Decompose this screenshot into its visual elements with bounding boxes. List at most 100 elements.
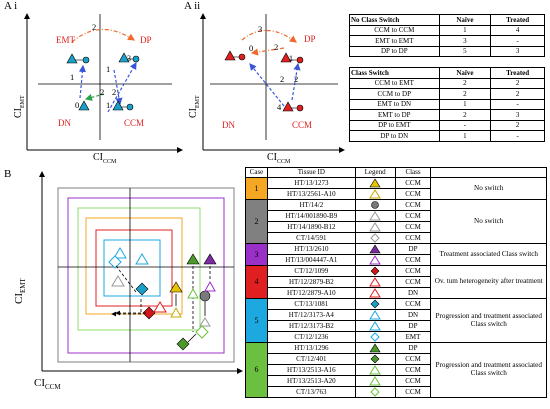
case-description: Progression and treatment associated Cla… <box>430 298 547 343</box>
case-description: Treatment associated Class switch <box>430 243 547 266</box>
class-value: DP <box>394 320 432 332</box>
legend-symbol-triangle-icon <box>354 177 396 189</box>
tissue-id: HT/13/2513-A20 <box>266 375 356 387</box>
diagram-ai: EMT DP DN CCM 2 3 1 1 0 2 2 1 <box>24 13 183 153</box>
class-value: CCM <box>394 276 432 288</box>
legend-symbol-triangle-icon <box>354 276 396 288</box>
case-description: Ov. tum heterogeneity after treatment <box>430 265 547 299</box>
aii-point-emt-circle <box>238 53 246 61</box>
tissue-id: HT/14/2 <box>266 199 356 211</box>
tissue-id: CT/14/591 <box>266 232 356 244</box>
case-description: Progression and treatment associated Cla… <box>430 342 547 398</box>
table-row: DP to DP 5 3 <box>349 45 545 57</box>
b-point-purple-open-triangle <box>204 280 216 292</box>
tissue-id: CT/12/1236 <box>266 331 356 343</box>
legend-symbol-circle-icon <box>354 199 396 211</box>
table-row: EMT to DP 2 3 <box>349 109 545 121</box>
class-value: CCM <box>394 210 432 222</box>
b-point-orange-open-triangle <box>170 306 182 318</box>
b-point-blue-open-diamond <box>108 255 122 269</box>
tissue-id: CT/13/1081 <box>266 298 356 310</box>
legend-triangle <box>369 310 382 320</box>
case-table-row: 1 HT/13/1273 CCM No switch <box>245 177 547 200</box>
b-point-orange-triangle <box>169 281 183 293</box>
header-cell-blank <box>430 167 547 178</box>
b-point-purple-triangle <box>203 253 217 265</box>
table-row: CCM to EMT 2 2 <box>349 77 545 89</box>
b-point-grey-open-triangle <box>111 275 125 287</box>
table-row: CCM to CCM 1 4 <box>349 24 545 36</box>
aii-num: 2 <box>280 74 284 84</box>
tissue-id: HT/12/2879-B2 <box>266 276 356 288</box>
header-cell: Legend <box>354 167 396 178</box>
ai-point-dp-circle <box>132 55 140 63</box>
legend-circle <box>371 201 379 209</box>
tissue-id: HT/13/2513-A16 <box>266 364 356 376</box>
legend-diamond <box>370 266 380 276</box>
tissue-id: CT/12/401 <box>266 353 356 365</box>
legend-symbol-diamond-icon <box>354 265 396 277</box>
header-cell: Case <box>245 167 268 178</box>
class-value: CCM <box>394 177 432 189</box>
table-no-switch: No Class Switch Naïve Treated CCM to CCM… <box>349 14 545 57</box>
legend-triangle <box>369 288 382 298</box>
b-point-teal-diamond <box>135 282 149 296</box>
aii-num: 2 <box>294 74 298 84</box>
legend-triangle <box>369 343 381 353</box>
legend-triangle <box>369 255 382 265</box>
case-table-row: CT/14/591 CCM <box>246 232 547 244</box>
aii-arrow-ccm-dp <box>291 62 301 101</box>
case-table-row: 5 CT/13/1081 CCM Progression and treatment … <box>245 298 547 343</box>
table-header-row: Class Switch Naïve Treated <box>349 67 545 79</box>
legend-symbol-triangle-icon <box>354 309 396 321</box>
panel-label-b: B <box>4 168 12 180</box>
aii-point-ccm-circle <box>296 104 304 112</box>
ai-num: 2 <box>100 87 104 97</box>
class-value: CCM <box>394 265 432 277</box>
ai-num: 3 <box>127 54 131 63</box>
table-class-switch: Class Switch Naïve Treated CCM to EMT 2 2 … <box>349 67 545 142</box>
legend-triangle <box>369 222 382 232</box>
ai-x-axis-label: CICCM <box>93 152 117 166</box>
case-table-wrapper: Case Tissue ID Legend Class 1 HT/13/1273 CCM No… <box>245 167 547 398</box>
ai-point-emt-triangle <box>66 53 78 64</box>
ai-num: 1 <box>106 64 110 74</box>
class-value: CCM <box>394 386 432 398</box>
class-value: CCM <box>394 199 432 211</box>
ai-num: 1 <box>70 72 74 82</box>
ai-point-emt-circle <box>82 56 90 64</box>
legend-triangle <box>369 178 381 188</box>
legend-diamond <box>370 332 380 342</box>
header-cell: Naïve <box>438 14 492 26</box>
b-square-blue <box>103 239 161 297</box>
ai-point-dp-triangle <box>118 52 130 63</box>
b-y-axis-label: CIEMT <box>13 278 28 304</box>
aii-point-dp-circle <box>296 56 304 64</box>
class-value: CCM <box>394 364 432 376</box>
tissue-id: HT/13/004447-A1 <box>266 254 356 266</box>
class-value: CCM <box>394 375 432 387</box>
aii-y-axis-label: CIEMT <box>188 95 201 118</box>
case-table-row: HT/13/2561-A10 CCM <box>246 188 547 200</box>
ai-arrow-ccm-dp <box>107 61 137 113</box>
ai-num: 2 <box>112 87 116 97</box>
legend-symbol-triangle-icon <box>354 243 396 255</box>
b-point-blue-open-triangle <box>113 247 127 259</box>
b-square-purple <box>67 197 225 354</box>
b-square-grey <box>57 187 235 363</box>
case-number: 1 <box>245 177 268 200</box>
legend-symbol-triangle-icon <box>354 287 396 299</box>
legend-symbol-triangle-icon <box>354 221 396 233</box>
panel-label-ai: A i <box>4 0 18 12</box>
tissue-id: CT/12/1099 <box>266 265 356 277</box>
legend-symbol-diamond-icon <box>354 331 396 343</box>
aii-num: 2 <box>274 42 278 52</box>
case-table-row: 6 HT/13/1296 DP Progression and treatment a… <box>245 342 547 398</box>
legend-symbol-triangle-icon <box>354 188 396 200</box>
aii-num: 3 <box>258 24 262 34</box>
aii-arrow-dp-emt <box>250 47 285 56</box>
ai-arrow-emt-dp <box>71 28 136 43</box>
ai-label-dp: DP <box>140 35 152 45</box>
tissue-id: HT/13/1296 <box>266 342 356 354</box>
legend-triangle <box>369 376 382 386</box>
